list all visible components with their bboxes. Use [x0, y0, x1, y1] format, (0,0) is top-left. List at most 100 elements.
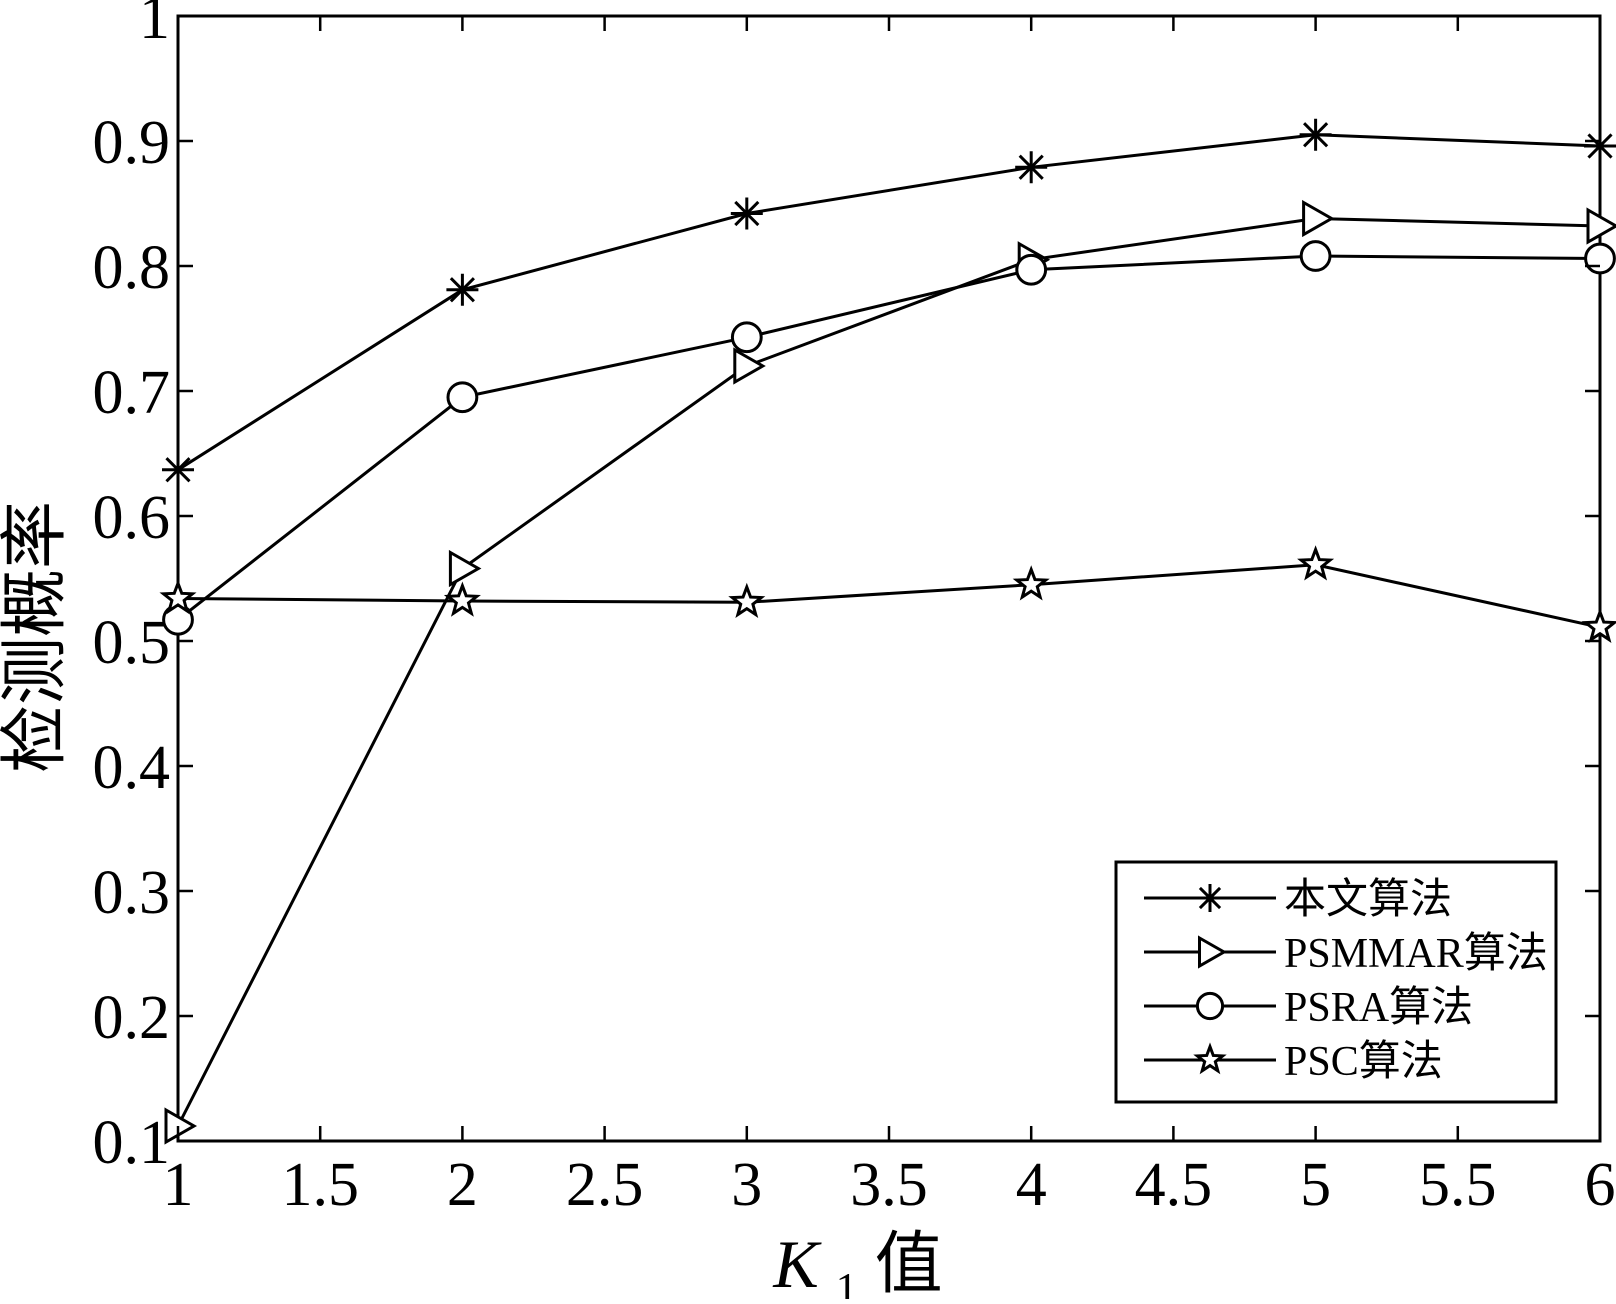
legend-marker — [1195, 991, 1225, 1021]
asterisk-stroke — [734, 200, 760, 227]
y-tick-label: 0.6 — [93, 484, 171, 552]
x-tick-label: 3.5 — [850, 1151, 928, 1219]
legend-box — [1114, 860, 1558, 1104]
series-point — [162, 453, 194, 486]
legend-item: 本文算法 — [1144, 876, 1452, 923]
star-shape — [1581, 607, 1616, 644]
asterisk-stroke — [1303, 122, 1329, 148]
x-tick-label: 1 — [163, 1151, 194, 1219]
star-shape — [1193, 1042, 1227, 1075]
series-point — [1299, 240, 1332, 272]
star-shape — [1297, 545, 1335, 581]
y-tick-label: 0.4 — [93, 734, 171, 802]
legend-label: 本文算法 — [1284, 876, 1452, 923]
series-line — [177, 254, 1601, 621]
series-point — [733, 347, 766, 385]
series-point — [1015, 253, 1048, 286]
circle-shape — [1015, 253, 1048, 286]
x-tick-label: 1.5 — [281, 1151, 359, 1219]
series-layer — [159, 118, 1616, 1145]
star-shape — [443, 581, 481, 617]
triangle-shape — [1302, 199, 1335, 238]
legend-label: PSRA算法 — [1284, 985, 1473, 1031]
triangle-shape — [164, 1107, 198, 1145]
series-point — [446, 273, 479, 306]
circle-shape — [1299, 240, 1332, 272]
x-axis-title-symbol: K — [772, 1226, 822, 1299]
series-1 — [162, 118, 1616, 486]
legend-item: PSRA算法 — [1144, 985, 1473, 1031]
series-line — [177, 563, 1601, 629]
asterisk-stroke — [449, 277, 475, 303]
circle-shape — [446, 381, 479, 414]
x-tick-label: 4 — [1016, 1151, 1047, 1219]
series-point — [1299, 118, 1332, 151]
asterisk-stroke — [1587, 133, 1613, 159]
series-point — [1586, 207, 1616, 245]
legend-item: PSMMAR算法 — [1144, 931, 1548, 977]
asterisk-stroke — [1198, 886, 1222, 910]
series-line — [177, 133, 1601, 472]
x-tick-label: 2.5 — [566, 1151, 644, 1219]
asterisk-stroke — [165, 457, 191, 483]
legend-label: PSC算法 — [1284, 1039, 1443, 1085]
star-shape — [1012, 565, 1050, 601]
triangle-shape — [1198, 935, 1228, 969]
legend-marker — [1198, 935, 1228, 969]
legend-marker — [1196, 884, 1224, 912]
y-axis-title-group: 检测概率 — [0, 501, 73, 773]
circle-shape — [1584, 242, 1616, 275]
y-axis-title: 检测概率 — [0, 501, 73, 773]
x-tick-label: 5 — [1300, 1151, 1331, 1219]
series-point — [1015, 151, 1048, 184]
x-tick-label: 2 — [447, 1151, 478, 1219]
x-tick-label: 6 — [1585, 1151, 1616, 1219]
x-axis-title-group: K 1 值 — [772, 1226, 942, 1304]
axis-layer: 1 1.5 2 2.5 3 3.5 4 4.5 5 5.5 6 0.1 0.2 0.3 0.4 0.5 0.6 0… — [93, 0, 1616, 1219]
series-point — [1012, 565, 1050, 601]
circle-shape — [730, 321, 763, 354]
y-tick-label: 1 — [139, 0, 170, 52]
x-tick-label: 4.5 — [1135, 1151, 1213, 1219]
circle-shape — [1195, 991, 1225, 1021]
triangle-shape — [733, 347, 766, 385]
series-point — [446, 381, 479, 414]
series-4 — [159, 545, 1616, 644]
x-axis-title-subscript: 1 — [836, 1264, 858, 1299]
series-point — [443, 581, 481, 617]
y-tick-label: 0.3 — [93, 859, 171, 927]
legend-marker — [1193, 1042, 1227, 1075]
x-axis-title: K 1 值 — [772, 1226, 942, 1299]
y-tick-label: 0.8 — [93, 234, 171, 302]
series-point — [1584, 130, 1616, 162]
series-3 — [162, 240, 1616, 636]
legend-item: PSC算法 — [1144, 1039, 1443, 1085]
series-point — [159, 579, 197, 615]
series-point — [1302, 199, 1335, 238]
legend-label: PSMMAR算法 — [1284, 931, 1548, 977]
y-tick-label: 0.7 — [93, 359, 171, 427]
triangle-shape — [448, 549, 482, 588]
series-point — [728, 582, 766, 619]
asterisk-stroke — [1018, 154, 1044, 180]
x-tick-label: 5.5 — [1419, 1151, 1497, 1219]
y-tick-label: 0.9 — [93, 109, 171, 177]
series-line — [176, 216, 1601, 1127]
series-point — [730, 321, 763, 354]
series-point — [164, 1107, 198, 1145]
x-axis-title-suffix: 值 — [875, 1226, 943, 1299]
triangle-shape — [1586, 207, 1616, 245]
star-shape — [159, 579, 197, 615]
y-tick-label: 0.2 — [93, 984, 171, 1052]
series-point — [448, 549, 482, 588]
series-point — [1584, 242, 1616, 275]
series-point — [730, 197, 763, 230]
star-shape — [728, 582, 766, 619]
y-tick-label: 0.1 — [93, 1109, 171, 1177]
y-tick-label: 0.5 — [93, 609, 171, 677]
series-point — [1581, 607, 1616, 644]
legend: 本文算法 PSMMAR算法 PSRA算法 PSC算法 — [1114, 860, 1558, 1104]
series-point — [1297, 545, 1335, 581]
